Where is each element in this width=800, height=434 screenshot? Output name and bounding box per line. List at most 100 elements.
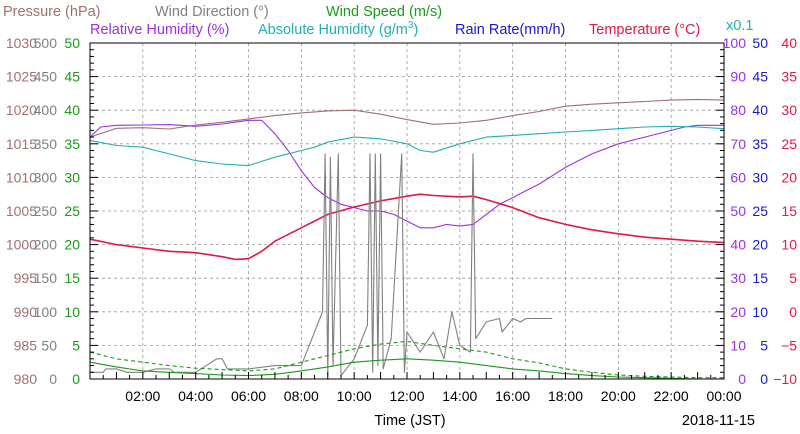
- y-tick-label-rain: 25: [752, 203, 768, 219]
- x-tick-label: 18:00: [548, 388, 583, 404]
- y-tick-label-pressure: 1020: [6, 102, 37, 118]
- series-line-temp: [89, 193, 725, 261]
- x-tick-label: 00:00: [706, 388, 741, 404]
- y-tick-label-rh: 70: [730, 136, 746, 152]
- y-tick-label-wind_dir: 500: [34, 35, 58, 51]
- y-tick-label-rh: 90: [730, 69, 746, 85]
- title-absolute-humidity-scale-note: x0.1: [726, 18, 753, 34]
- y-tick-label-rain: 30: [752, 169, 768, 185]
- y-tick-label-wind_speed: 0: [72, 371, 80, 387]
- y-tick-label-wind_dir: 400: [34, 102, 58, 118]
- y-tick-label-temp: 25: [781, 136, 797, 152]
- y-tick-label-temp: −10: [773, 371, 797, 387]
- x-tick-label: 22:00: [654, 388, 689, 404]
- y-tick-label-wind_dir: 0: [49, 371, 57, 387]
- y-tick-label-temp: 10: [781, 237, 797, 253]
- x-axis-ticks: 02:00 04:00 06:00 08:00 10:00 12:00 14:00 16:00…: [89, 372, 742, 404]
- y-tick-label-pressure: 995: [14, 270, 38, 286]
- title-absolute-humidity-sup: 3: [408, 20, 414, 31]
- y-tick-label-rh: 60: [730, 169, 746, 185]
- x-tick-label: 10:00: [337, 388, 372, 404]
- y-tick-label-temp: 30: [781, 102, 797, 118]
- y-tick-label-temp: 40: [781, 35, 797, 51]
- x-tick-label: 04:00: [178, 388, 213, 404]
- y-tick-label-temp: 0: [789, 304, 797, 320]
- x-tick-label: 12:00: [389, 388, 424, 404]
- x-tick-label: 02:00: [125, 388, 160, 404]
- y-tick-label-wind_speed: 15: [64, 270, 80, 286]
- y-tick-label-rh: 50: [730, 203, 746, 219]
- y-tick-label-wind_speed: 40: [64, 102, 80, 118]
- y-tick-label-wind_dir: 250: [34, 203, 58, 219]
- title-temperature: Temperature (°C): [589, 22, 700, 38]
- y-tick-label-wind_dir: 100: [34, 304, 58, 320]
- y-tick-label-pressure: 1015: [6, 136, 37, 152]
- y-tick-label-wind_speed: 30: [64, 169, 80, 185]
- y-tick-label-wind_speed: 20: [64, 237, 80, 253]
- y-tick-label-pressure: 1010: [6, 169, 37, 185]
- y-tick-label-rain: 50: [752, 35, 768, 51]
- y-tick-label-rain: 40: [752, 102, 768, 118]
- series-line-pressure: [89, 98, 725, 138]
- y-tick-label-temp: −5: [781, 337, 797, 353]
- y-tick-label-wind_speed: 35: [64, 136, 80, 152]
- title-pressure: Pressure (hPa): [3, 4, 101, 20]
- x-tick-label: 08:00: [284, 388, 319, 404]
- y-tick-label-rh: 10: [730, 337, 746, 353]
- y-tick-label-rain: 0: [760, 371, 768, 387]
- y-tick-label-temp: 15: [781, 203, 797, 219]
- title-absolute-humidity-end: ): [413, 22, 418, 38]
- y-tick-label-rh: 100: [723, 35, 747, 51]
- series-line-ah: [89, 125, 725, 167]
- series-line-rh: [89, 119, 724, 229]
- y-tick-label-rain: 15: [752, 270, 768, 286]
- x-tick-label: 06:00: [231, 388, 266, 404]
- y-tick-label-pressure: 1005: [6, 203, 37, 219]
- y-tick-label-pressure: 1025: [6, 69, 37, 85]
- y-tick-label-rain: 5: [760, 337, 768, 353]
- y-tick-label-temp: 35: [781, 69, 797, 85]
- y-tick-label-rain: 10: [752, 304, 768, 320]
- x-tick-label: 14:00: [442, 388, 477, 404]
- y-tick-label-wind_dir: 200: [34, 237, 58, 253]
- x-tick-label: 20:00: [601, 388, 636, 404]
- y-tick-label-wind_dir: 450: [34, 69, 58, 85]
- title-wind-speed: Wind Speed (m/s): [326, 4, 442, 20]
- y-tick-label-wind_speed: 5: [72, 337, 80, 353]
- chart-date: 2018-11-15: [682, 413, 755, 429]
- y-tick-label-rain: 35: [752, 136, 768, 152]
- y-tick-label-pressure: 980: [14, 371, 38, 387]
- y-tick-label-wind_speed: 50: [64, 35, 80, 51]
- title-rain-rate: Rain Rate(mm/h): [455, 22, 565, 38]
- x-tick-label: 16:00: [495, 388, 530, 404]
- grid-lines: [90, 43, 724, 379]
- y-tick-label-pressure: 1000: [6, 237, 37, 253]
- y-tick-label-wind_speed: 45: [64, 69, 80, 85]
- y-tick-label-rh: 40: [730, 237, 746, 253]
- y-tick-label-rh: 0: [738, 371, 746, 387]
- y-tick-label-pressure: 990: [14, 304, 38, 320]
- title-wind-direction: Wind Direction (°): [155, 4, 269, 20]
- y-tick-label-rh: 20: [730, 304, 746, 320]
- title-relative-humidity: Relative Humidity (%): [90, 22, 229, 38]
- y-tick-label-wind_speed: 25: [64, 203, 80, 219]
- y-tick-label-wind_speed: 10: [64, 304, 80, 320]
- y-tick-label-pressure: 1030: [6, 35, 37, 51]
- y-tick-label-rh: 80: [730, 102, 746, 118]
- y-tick-label-wind_dir: 50: [41, 337, 57, 353]
- x-axis-label: Time (JST): [374, 413, 445, 429]
- y-axis-ticks: 9809859909951000100510101015102010251030…: [6, 35, 797, 387]
- title-absolute-humidity: Absolute Humidity (g/m3): [258, 20, 418, 38]
- y-tick-label-wind_dir: 350: [34, 136, 58, 152]
- y-tick-label-temp: 5: [789, 270, 797, 286]
- y-tick-label-temp: 20: [781, 169, 797, 185]
- y-tick-label-rain: 45: [752, 69, 768, 85]
- y-tick-label-wind_dir: 150: [34, 270, 58, 286]
- y-tick-label-rain: 20: [752, 237, 768, 253]
- y-tick-label-pressure: 985: [14, 337, 38, 353]
- y-tick-label-wind_dir: 300: [34, 169, 58, 185]
- series-line-wind_dir: [90, 153, 553, 377]
- title-absolute-humidity-main: Absolute Humidity (g/m: [258, 22, 408, 38]
- y-tick-label-rh: 30: [730, 270, 746, 286]
